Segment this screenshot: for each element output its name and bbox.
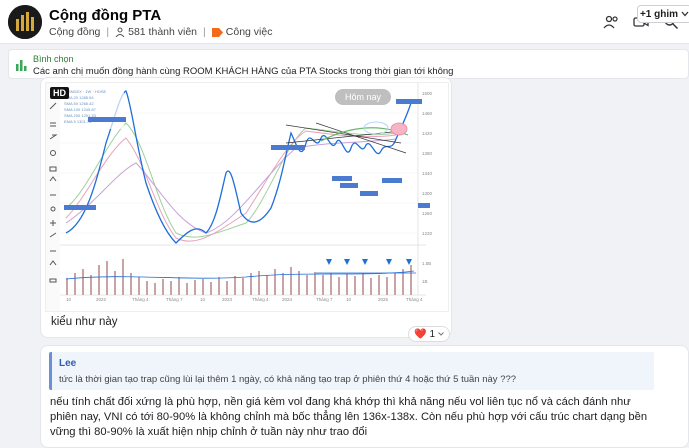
group-type-label: Cộng đồng bbox=[49, 26, 101, 38]
pinned-text: Các anh chị muốn đồng hành cùng ROOM KHÁ… bbox=[33, 66, 454, 77]
svg-text:Tháng 7: Tháng 7 bbox=[316, 297, 333, 302]
svg-text:10: 10 bbox=[66, 297, 72, 302]
tag-icon bbox=[211, 27, 223, 37]
svg-text:SMA 200 1201.33: SMA 200 1201.33 bbox=[64, 113, 97, 118]
svg-text:2023: 2023 bbox=[222, 297, 233, 302]
svg-text:1500: 1500 bbox=[422, 91, 433, 96]
svg-text:10: 10 bbox=[200, 297, 206, 302]
meta-separator: | bbox=[106, 26, 110, 38]
hd-badge: HD bbox=[50, 87, 69, 99]
svg-text:2025: 2025 bbox=[378, 297, 389, 302]
members-link[interactable]: 581 thành viên bbox=[115, 26, 197, 38]
stock-chart: VNINDEX · 1W · HOSE SMA 20 1285.54 SMA 5… bbox=[46, 83, 448, 311]
image-message: HD Hôm nay bbox=[40, 77, 452, 338]
svg-text:SMA 50 1266.42: SMA 50 1266.42 bbox=[64, 101, 94, 106]
chevron-down-icon bbox=[438, 332, 444, 336]
reply-message: Lee tức là thời gian tạo trap cũng lùi l… bbox=[40, 345, 689, 448]
svg-text:1.5B: 1.5B bbox=[422, 261, 431, 266]
quoted-message[interactable]: Lee tức là thời gian tạo trap cũng lùi l… bbox=[49, 352, 654, 390]
group-meta: Cộng đồng | 581 thành viên | Công việc bbox=[49, 26, 272, 38]
work-label: Công việc bbox=[225, 26, 273, 38]
today-marker: Hôm nay bbox=[335, 89, 391, 105]
reply-text: nếu tính chất đối xứng là phù hợp, nền g… bbox=[50, 396, 648, 438]
svg-text:1300: 1300 bbox=[422, 191, 433, 196]
work-link[interactable]: Công việc bbox=[211, 26, 273, 38]
svg-text:1220: 1220 bbox=[422, 231, 433, 236]
svg-text:EMA 9 1301.78: EMA 9 1301.78 bbox=[64, 119, 92, 124]
svg-text:1B: 1B bbox=[422, 279, 428, 284]
pinned-label: Bình chọn bbox=[33, 54, 74, 64]
poll-icon bbox=[16, 58, 27, 76]
svg-text:10: 10 bbox=[346, 297, 352, 302]
quote-author: Lee bbox=[59, 358, 77, 369]
reaction-count: 1 bbox=[429, 328, 436, 340]
person-icon bbox=[115, 27, 125, 37]
reaction-badge[interactable]: ❤️ 1 bbox=[408, 326, 451, 342]
members-count: 581 thành viên bbox=[128, 26, 198, 38]
meta-separator: | bbox=[203, 26, 206, 38]
svg-text:Tháng 4: Tháng 4 bbox=[406, 297, 423, 302]
svg-text:Tháng 7: Tháng 7 bbox=[166, 297, 183, 302]
chat-header: Cộng đồng PTA Cộng đồng | 581 thành viên… bbox=[0, 0, 689, 44]
group-title[interactable]: Cộng đồng PTA bbox=[49, 7, 162, 24]
chart-image[interactable]: HD Hôm nay bbox=[45, 82, 449, 312]
svg-text:VNINDEX · 1W · HOSE: VNINDEX · 1W · HOSE bbox=[64, 89, 107, 94]
svg-text:Tháng 4: Tháng 4 bbox=[252, 297, 269, 302]
volume-bars bbox=[66, 259, 412, 295]
svg-text:1460: 1460 bbox=[422, 111, 433, 116]
svg-text:1260: 1260 bbox=[422, 211, 433, 216]
svg-text:SMA 100 1245.87: SMA 100 1245.87 bbox=[64, 107, 97, 112]
message-text: kiểu như này bbox=[51, 316, 118, 328]
svg-text:2022: 2022 bbox=[96, 297, 107, 302]
quote-text: tức là thời gian tạo trap cũng lùi lại t… bbox=[59, 374, 517, 385]
svg-text:SMA 20 1285.54: SMA 20 1285.54 bbox=[64, 95, 94, 100]
svg-text:2024: 2024 bbox=[282, 297, 293, 302]
pinned-count-label: +1 ghim bbox=[639, 8, 679, 20]
chevron-down-icon bbox=[681, 11, 689, 17]
heart-icon: ❤️ bbox=[414, 328, 427, 340]
pinned-poll-bar[interactable]: Bình chọn Các anh chị muốn đồng hành cùn… bbox=[8, 49, 689, 79]
group-avatar[interactable] bbox=[8, 5, 42, 39]
svg-text:1340: 1340 bbox=[422, 171, 433, 176]
svg-text:1380: 1380 bbox=[422, 151, 433, 156]
svg-text:1420: 1420 bbox=[422, 131, 433, 136]
people-settings-icon[interactable] bbox=[603, 14, 619, 30]
pinned-count-button[interactable]: +1 ghim bbox=[637, 5, 689, 23]
svg-text:Tháng 4: Tháng 4 bbox=[132, 297, 149, 302]
